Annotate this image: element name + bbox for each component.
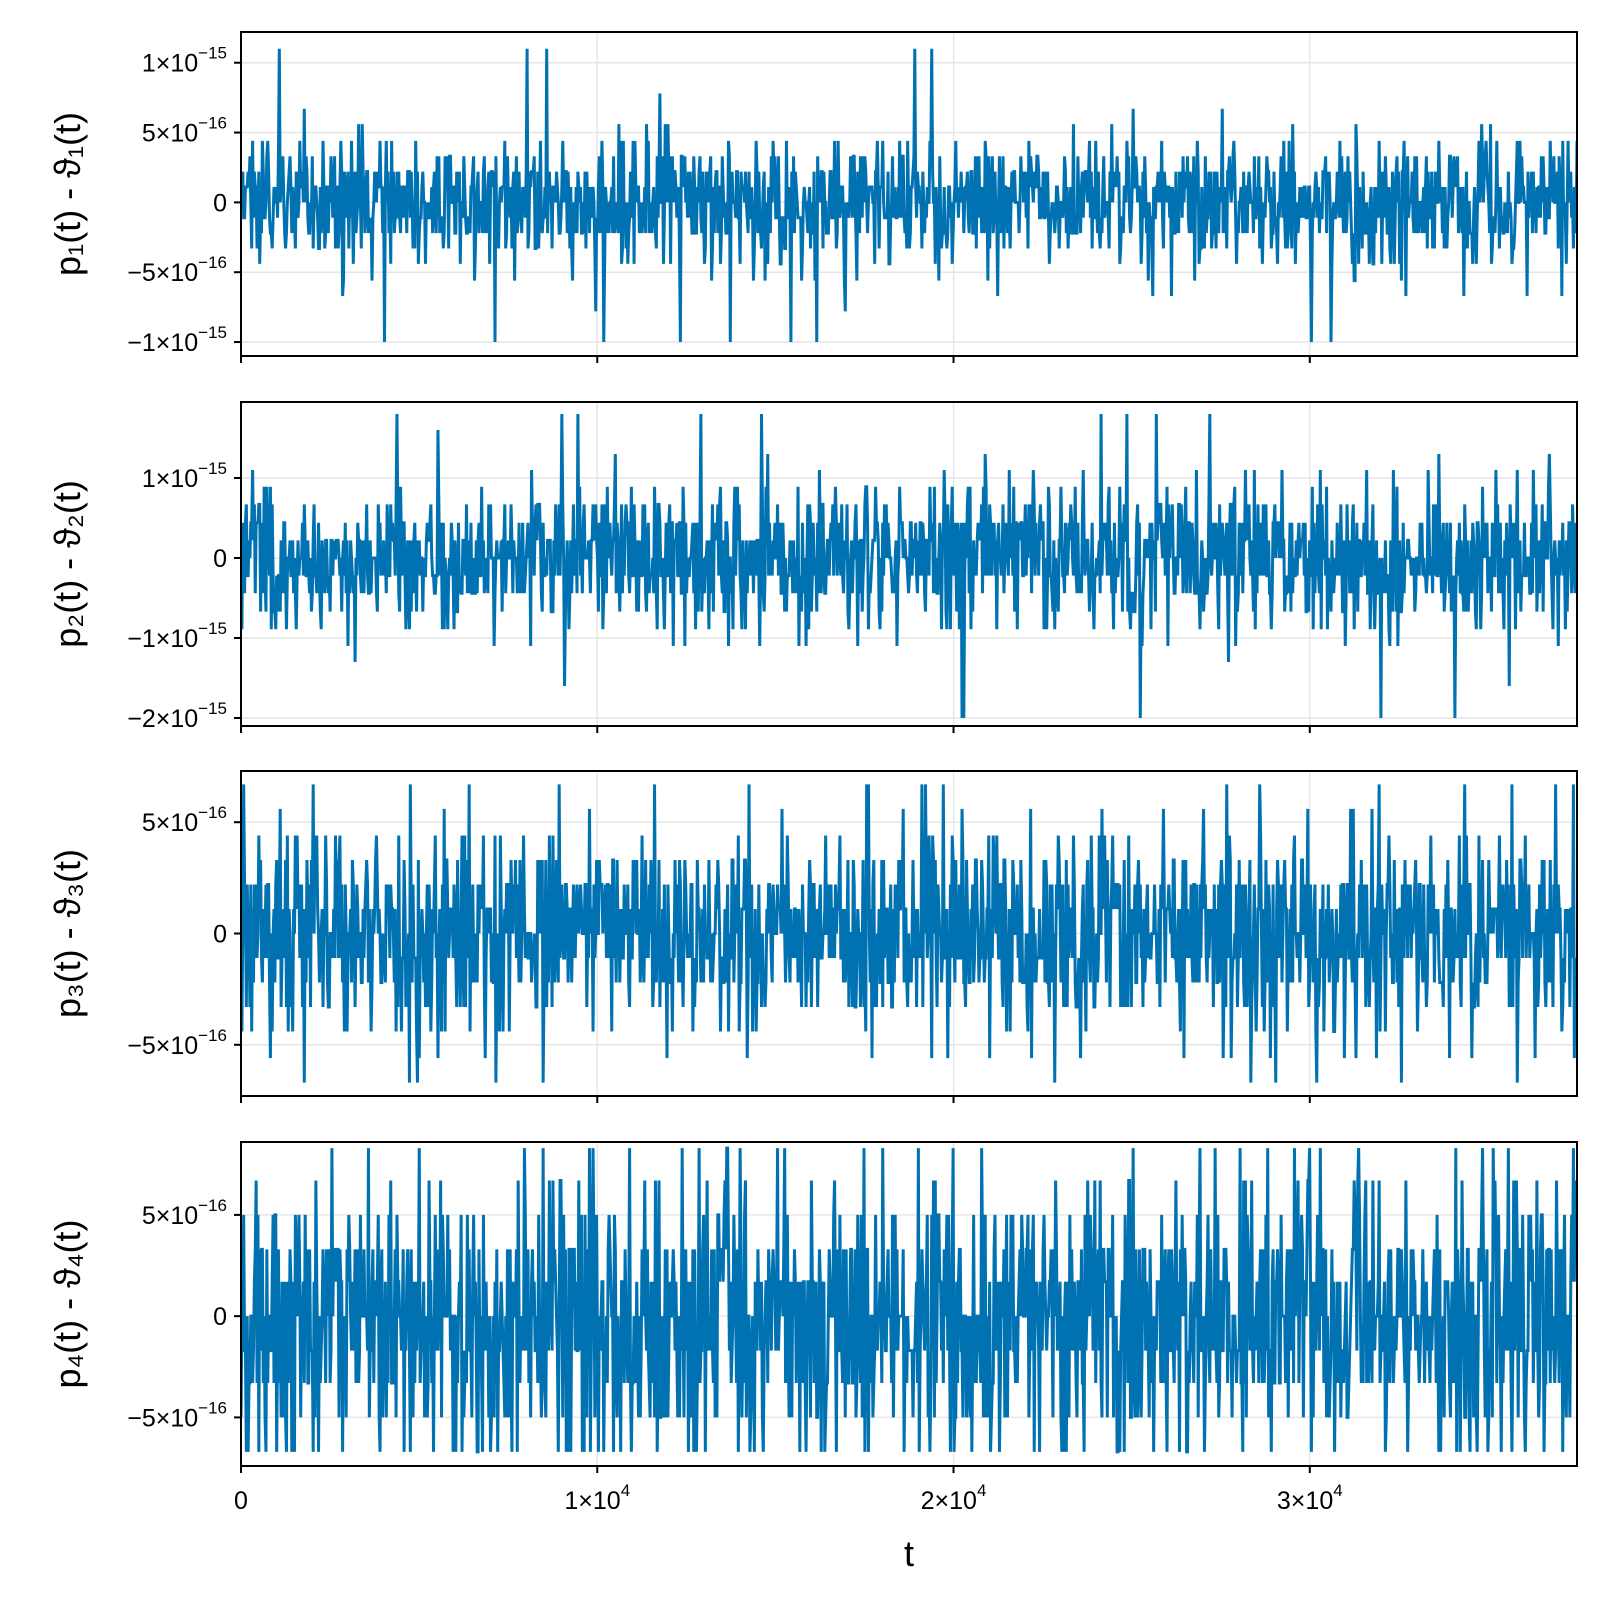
panel-3: 5×10−16 0 −5×10−16 p₃(t) - ϑ₃(t) (47, 770, 1578, 1103)
y-tick-label: −2×10−15 (127, 699, 227, 733)
y-tick-label: 0 (213, 545, 227, 573)
y-tick-label: 0 (213, 1303, 227, 1331)
x-tick-label: 3×104 (1277, 1481, 1343, 1515)
y-axis-title: p₁(t) - ϑ₁(t) (47, 112, 88, 276)
y-tick-label: 1×10−15 (142, 459, 227, 493)
y-tick-label: 1×10−15 (142, 44, 227, 78)
plot-frame (240, 401, 1578, 727)
panel-2: 1×10−15 0 −1×10−15 −2×10−15 p₂(t) - ϑ₂(t) (47, 401, 1578, 733)
y-axis-title: p₂(t) - ϑ₂(t) (47, 480, 88, 648)
y-tick-label: 5×10−16 (142, 1196, 227, 1230)
y-axis-title: p₄(t) - ϑ₄(t) (47, 1219, 88, 1388)
y-axis-title: p₃(t) - ϑ₃(t) (47, 849, 88, 1018)
x-tick-label: 0 (234, 1487, 248, 1515)
y-tick-label: 0 (213, 189, 227, 217)
y-tick-label: 5×10−16 (142, 803, 227, 837)
y-tick-label: −5×10−16 (127, 253, 227, 287)
y-tick-label: −1×10−15 (127, 323, 227, 357)
x-tick-label: 1×104 (564, 1481, 630, 1515)
y-tick-label: 5×10−16 (142, 114, 227, 148)
series-line (241, 784, 1577, 1083)
y-tick-label: 0 (213, 921, 227, 949)
series-line (241, 1146, 1577, 1454)
plot-frame (240, 1141, 1578, 1467)
x-axis-title: t (904, 1533, 914, 1574)
y-tick-label: −5×10−16 (127, 1026, 227, 1060)
panel-4: 5×10−16 0 −5×10−16 p₄(t) - ϑ₄(t) (47, 1141, 1578, 1473)
x-tick-label: 2×104 (921, 1481, 987, 1515)
plot-frame (240, 31, 1578, 357)
y-tick-label: −1×10−15 (127, 619, 227, 653)
series-line (241, 48, 1577, 343)
panel-1: 1×10−15 5×10−16 0 −5×10−16 −1×10−15 p₁(t) - ϑ… (47, 31, 1578, 363)
y-tick-label: −5×10−16 (127, 1398, 227, 1432)
series-line (241, 413, 1577, 719)
